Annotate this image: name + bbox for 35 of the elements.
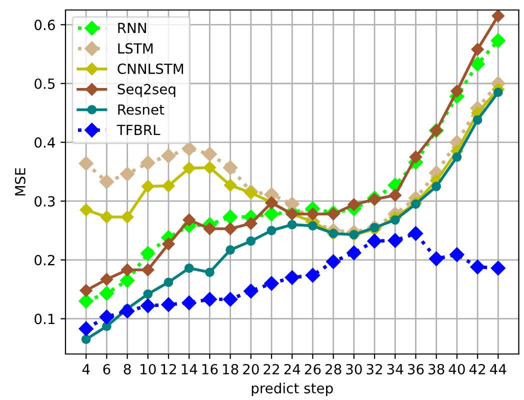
legend-label: TFBRL bbox=[116, 124, 160, 135]
y-tick-label: 0.3 bbox=[34, 196, 55, 207]
x-tick-label: 28 bbox=[326, 364, 342, 374]
x-tick-label: 26 bbox=[304, 364, 321, 374]
x-tick-label: 42 bbox=[469, 364, 485, 374]
x-axis-title: predict step bbox=[252, 382, 333, 396]
x-tick-label: 16 bbox=[202, 364, 218, 374]
legend-label: RNN bbox=[118, 22, 146, 34]
x-tick-label: 30 bbox=[346, 364, 362, 374]
x-tick-label: 32 bbox=[366, 364, 382, 374]
x-tick-label: 4 bbox=[82, 364, 90, 374]
x-tick-label: 14 bbox=[182, 364, 198, 374]
x-tick-label: 6 bbox=[103, 364, 110, 374]
x-tick-label: 40 bbox=[448, 364, 465, 374]
legend-label: Resnet bbox=[118, 104, 164, 115]
legend-label: CNNLSTM bbox=[118, 64, 184, 74]
x-tick-label: 22 bbox=[264, 364, 279, 374]
y-axis-title: MSE bbox=[14, 168, 26, 196]
y-tick-label: 0.4 bbox=[34, 137, 55, 148]
x-tick-label: 8 bbox=[124, 364, 131, 374]
x-tick-label: 44 bbox=[490, 364, 506, 374]
x-tick-label: 36 bbox=[408, 364, 424, 374]
x-tick-label: 12 bbox=[161, 364, 176, 374]
y-tick-label: 0.2 bbox=[34, 254, 54, 266]
y-tick-label: 0.6 bbox=[34, 20, 55, 30]
x-tick-label: 34 bbox=[387, 364, 404, 374]
x-tick-label: 38 bbox=[428, 364, 444, 374]
legend-label: Seq2seq bbox=[118, 84, 176, 98]
legend-label: LSTM bbox=[118, 43, 153, 54]
y-tick-label: 0.1 bbox=[34, 314, 54, 324]
y-tick-label: 0.5 bbox=[34, 78, 55, 89]
x-tick-label: 20 bbox=[243, 364, 259, 374]
x-tick-label: 10 bbox=[140, 364, 156, 374]
x-tick-label: 18 bbox=[223, 364, 238, 374]
x-tick-label: 24 bbox=[284, 364, 300, 374]
